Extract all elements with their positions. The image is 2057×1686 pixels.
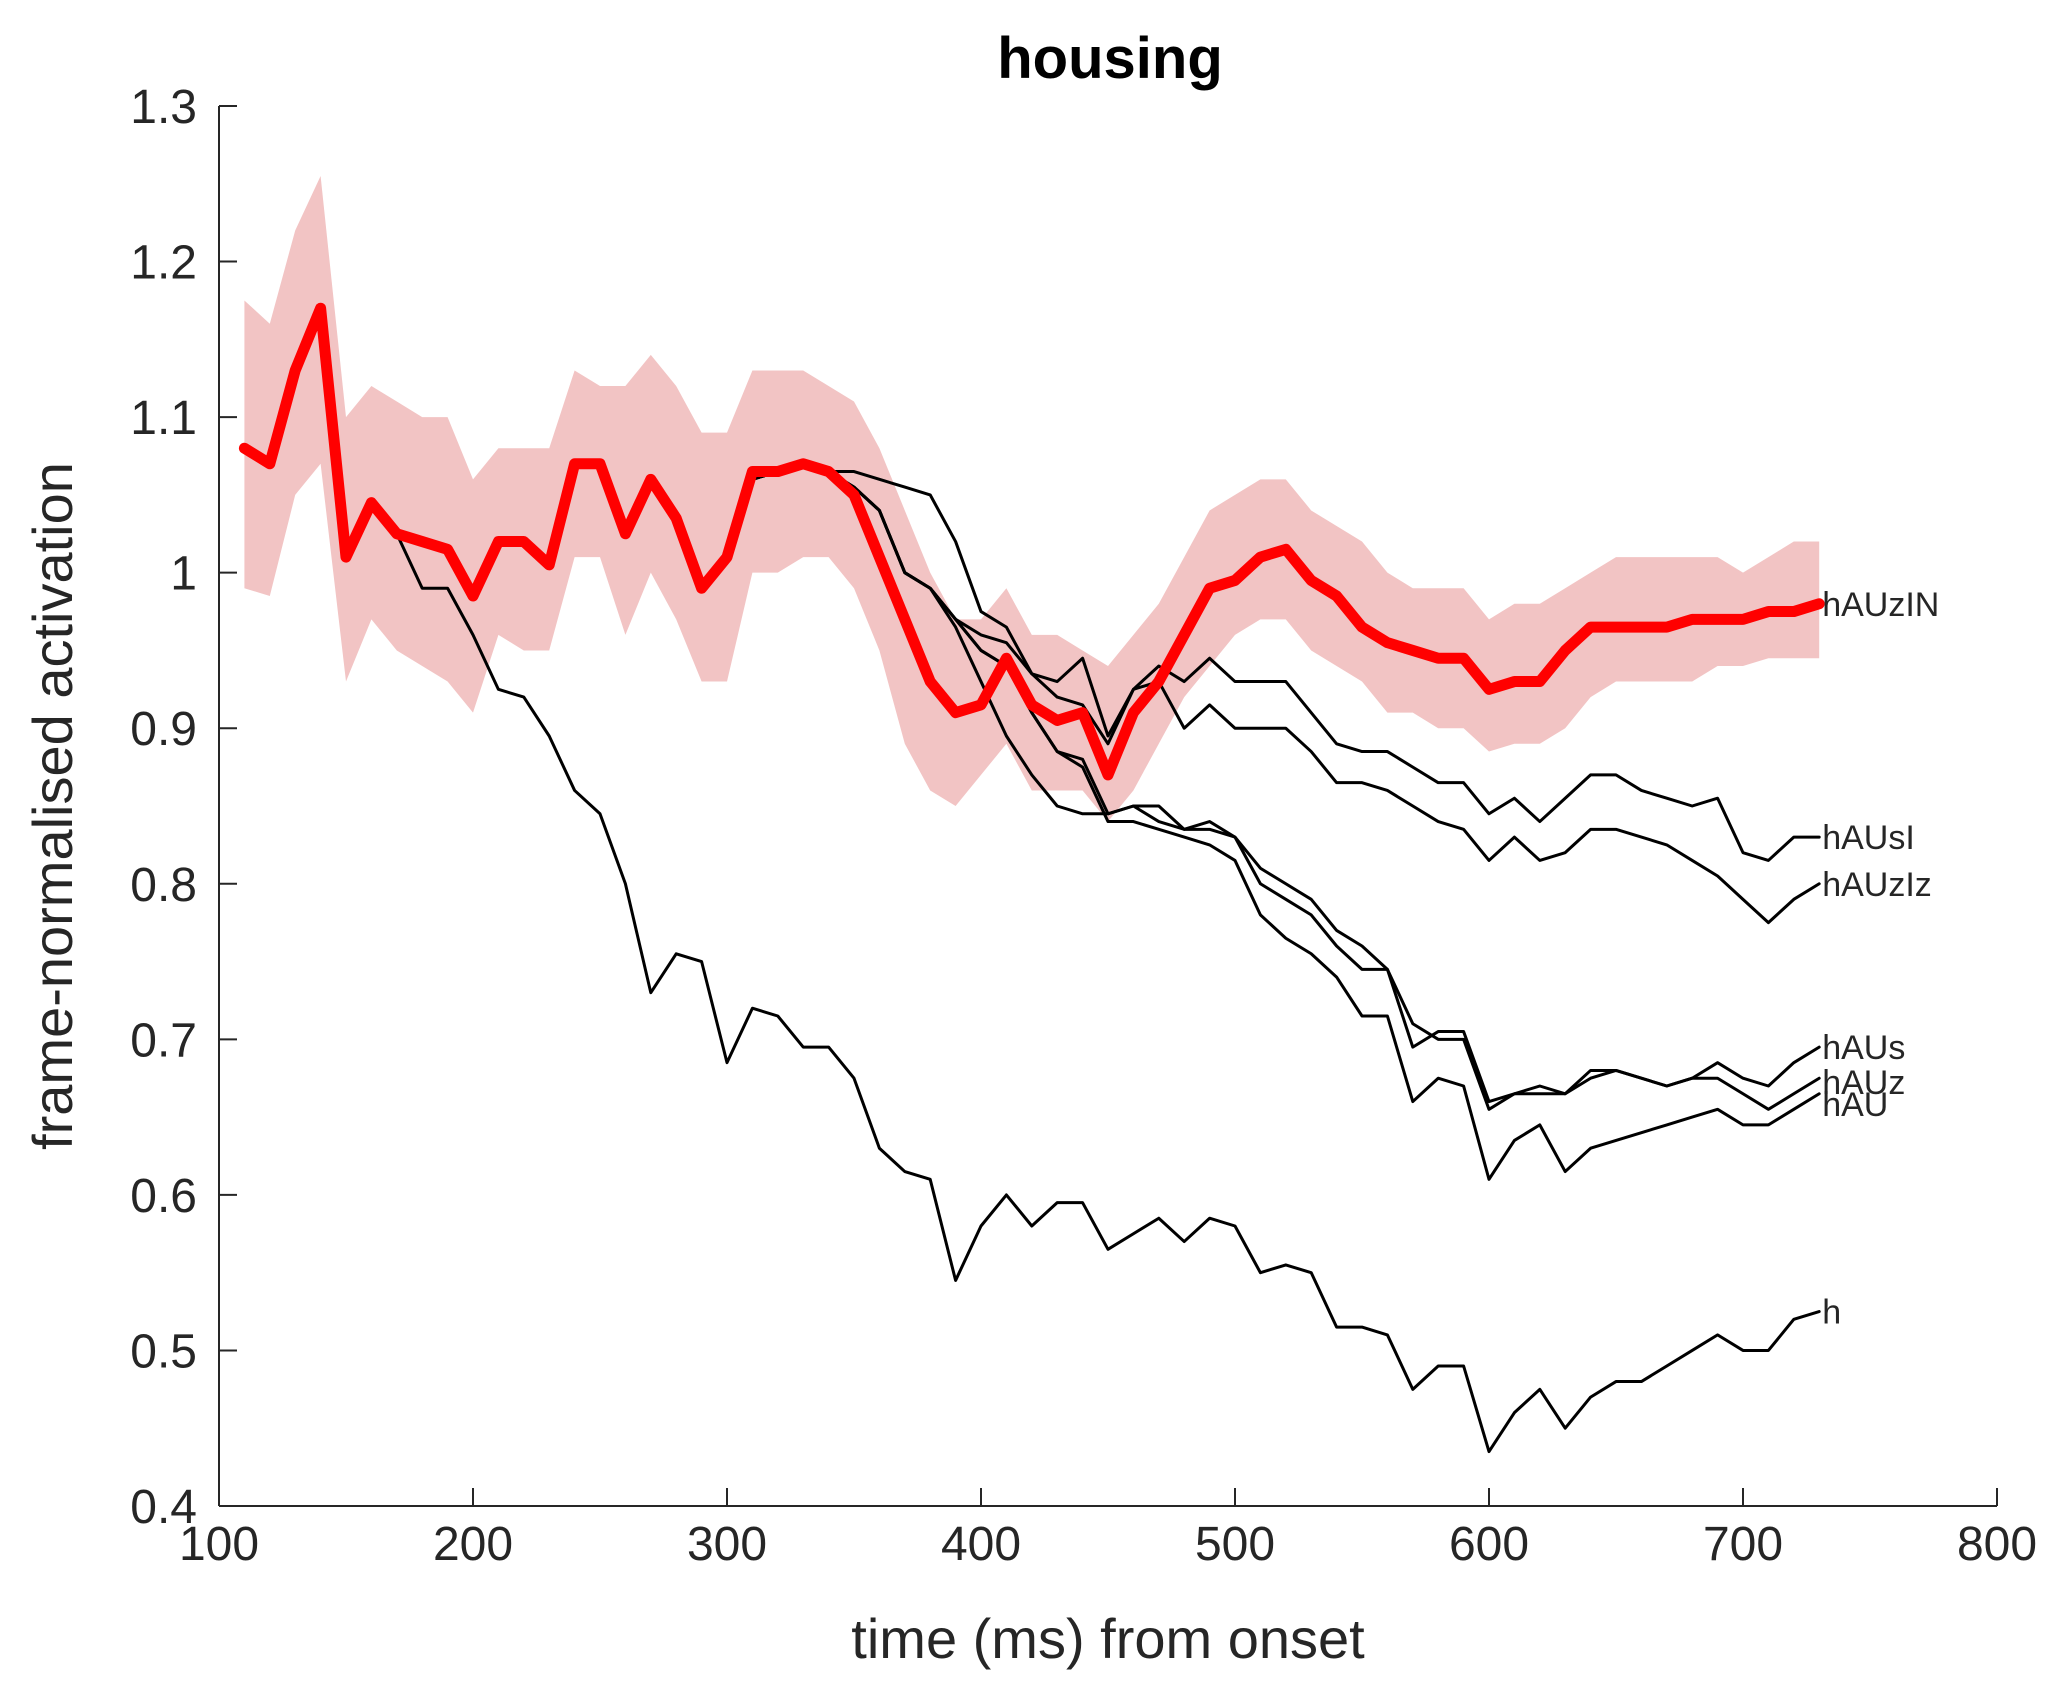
x-tick-label: 500 [1195, 1518, 1275, 1571]
y-tick-label: 1 [170, 548, 197, 601]
series-lines-layer [238, 302, 1825, 1454]
series-end-label: hAUz [1822, 1064, 1905, 1102]
x-axis-ticks: 100 200 300 400 500 600 700 800 [179, 1488, 2037, 1571]
y-axis-title: frame-normalised activation [21, 462, 84, 1150]
x-tick-label: 200 [433, 1518, 513, 1571]
hauzin-confidence-band [244, 176, 1820, 822]
chart-title: housing [997, 26, 1223, 91]
x-tick-label: 700 [1703, 1518, 1783, 1571]
series-end-label: hAUzIz [1822, 866, 1932, 904]
x-tick-label: 800 [1957, 1518, 2037, 1571]
y-tick-label: 0.7 [130, 1014, 197, 1067]
y-tick-label: 0.9 [130, 703, 197, 756]
y-axis-ticks: 0.4 0.5 0.6 0.7 0.8 0.9 1 1.1 1.2 1.3 [130, 81, 237, 1534]
x-tick-label: 600 [1449, 1518, 1529, 1571]
series-end-label: h [1822, 1294, 1841, 1332]
confidence-band-layer [244, 176, 1820, 822]
series-end-label: hAUsI [1822, 819, 1915, 857]
series-line-h [395, 532, 1821, 1454]
series-line-hauzin [238, 302, 1825, 781]
series-end-label: hAUzIN [1822, 586, 1939, 624]
y-tick-label: 1.1 [130, 392, 197, 445]
y-tick-label: 0.4 [130, 1481, 197, 1534]
y-tick-label: 0.8 [130, 859, 197, 912]
series-end-label: hAUs [1822, 1029, 1905, 1067]
series-end-label: hAU [1822, 1086, 1888, 1124]
x-tick-label: 400 [941, 1518, 1021, 1571]
y-tick-label: 0.6 [130, 1170, 197, 1223]
x-tick-label: 100 [179, 1518, 259, 1571]
x-tick-label: 300 [687, 1518, 767, 1571]
y-tick-label: 1.3 [130, 81, 197, 134]
y-tick-label: 1.2 [130, 237, 197, 290]
x-axis-title: time (ms) from onset [851, 1607, 1365, 1670]
y-tick-label: 0.5 [130, 1325, 197, 1378]
